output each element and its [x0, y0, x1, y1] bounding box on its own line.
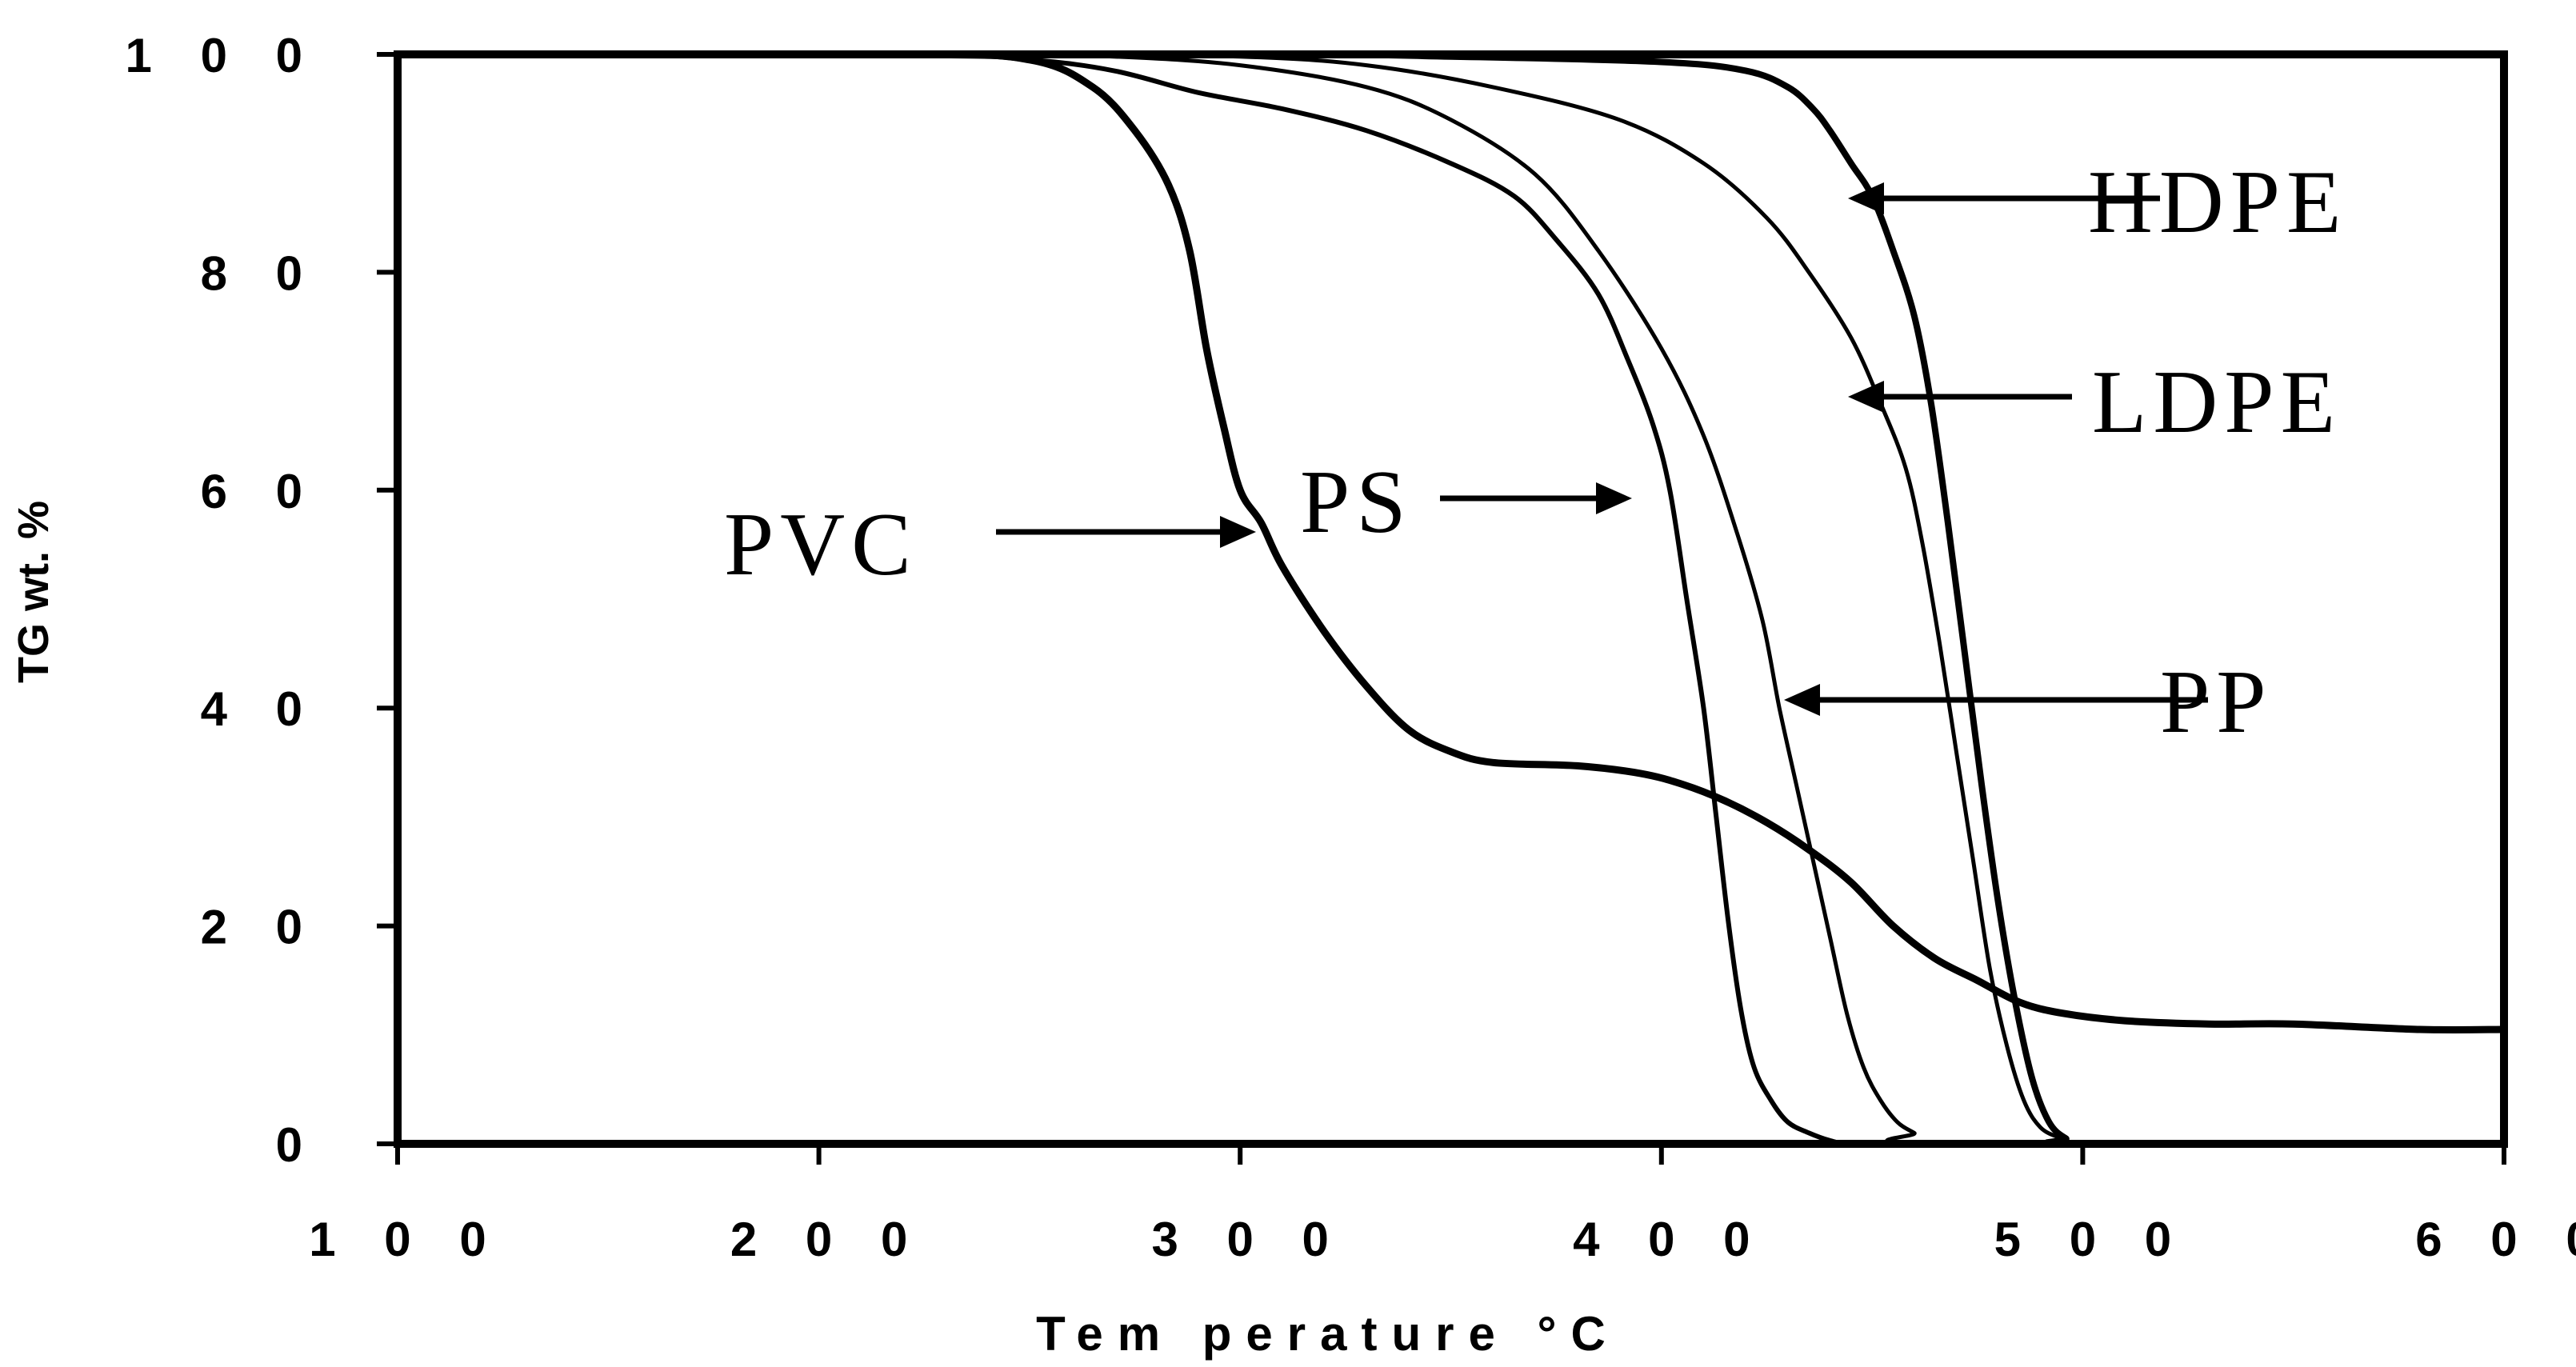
y-tick-label: 0 [276, 1118, 320, 1172]
y-tick-label: 1 0 0 [126, 29, 320, 82]
y-axis-label: TG wt. % [10, 501, 58, 683]
x-tick-label: 3 0 0 [1151, 1213, 1346, 1266]
series-label-pvc: PVC [724, 495, 918, 594]
arrowhead-pvc [1220, 516, 1256, 548]
series-label-ps: PS [1300, 453, 1413, 552]
arrowhead-ldpe [1848, 381, 1884, 413]
arrowhead-hdpe [1848, 182, 1884, 214]
annotation-pp: PP [1784, 653, 2266, 752]
series-line-pvc [394, 50, 2508, 1033]
series-label-ldpe: LDPE [2092, 353, 2342, 452]
x-tick-label: 2 0 0 [730, 1213, 925, 1266]
annotation-pvc: PVC [724, 495, 1256, 594]
y-tick-label: 6 0 [201, 465, 320, 518]
arrowhead-pp [1784, 684, 1820, 716]
arrowhead-ps [1596, 482, 1632, 514]
y-tick-label: 4 0 [201, 682, 320, 736]
x-tick-label: 5 0 0 [1994, 1213, 2189, 1266]
series-line-pp [395, 52, 2506, 1147]
y-tick-label: 2 0 [201, 901, 320, 954]
annotation-ps: PS [1300, 453, 1632, 552]
x-axis-label: Tem perature °C [1036, 1307, 1620, 1361]
plot-area-frame [394, 50, 2508, 1148]
y-tick-label: 8 0 [201, 246, 320, 300]
annotation-hdpe: HDPE [1848, 153, 2347, 252]
tick-layer: 1 0 0 2 0 0 3 0 0 4 0 0 5 0 0 6 0 0 0 2 0 4 0 6 0… [126, 29, 2576, 1266]
series-label-hdpe: HDPE [2088, 153, 2347, 252]
x-tick-label: 1 0 0 [309, 1213, 503, 1266]
annotation-ldpe: LDPE [1848, 353, 2342, 452]
x-tick-label: 4 0 0 [1573, 1213, 1767, 1266]
x-tick-label: 6 0 0 [2415, 1213, 2576, 1266]
